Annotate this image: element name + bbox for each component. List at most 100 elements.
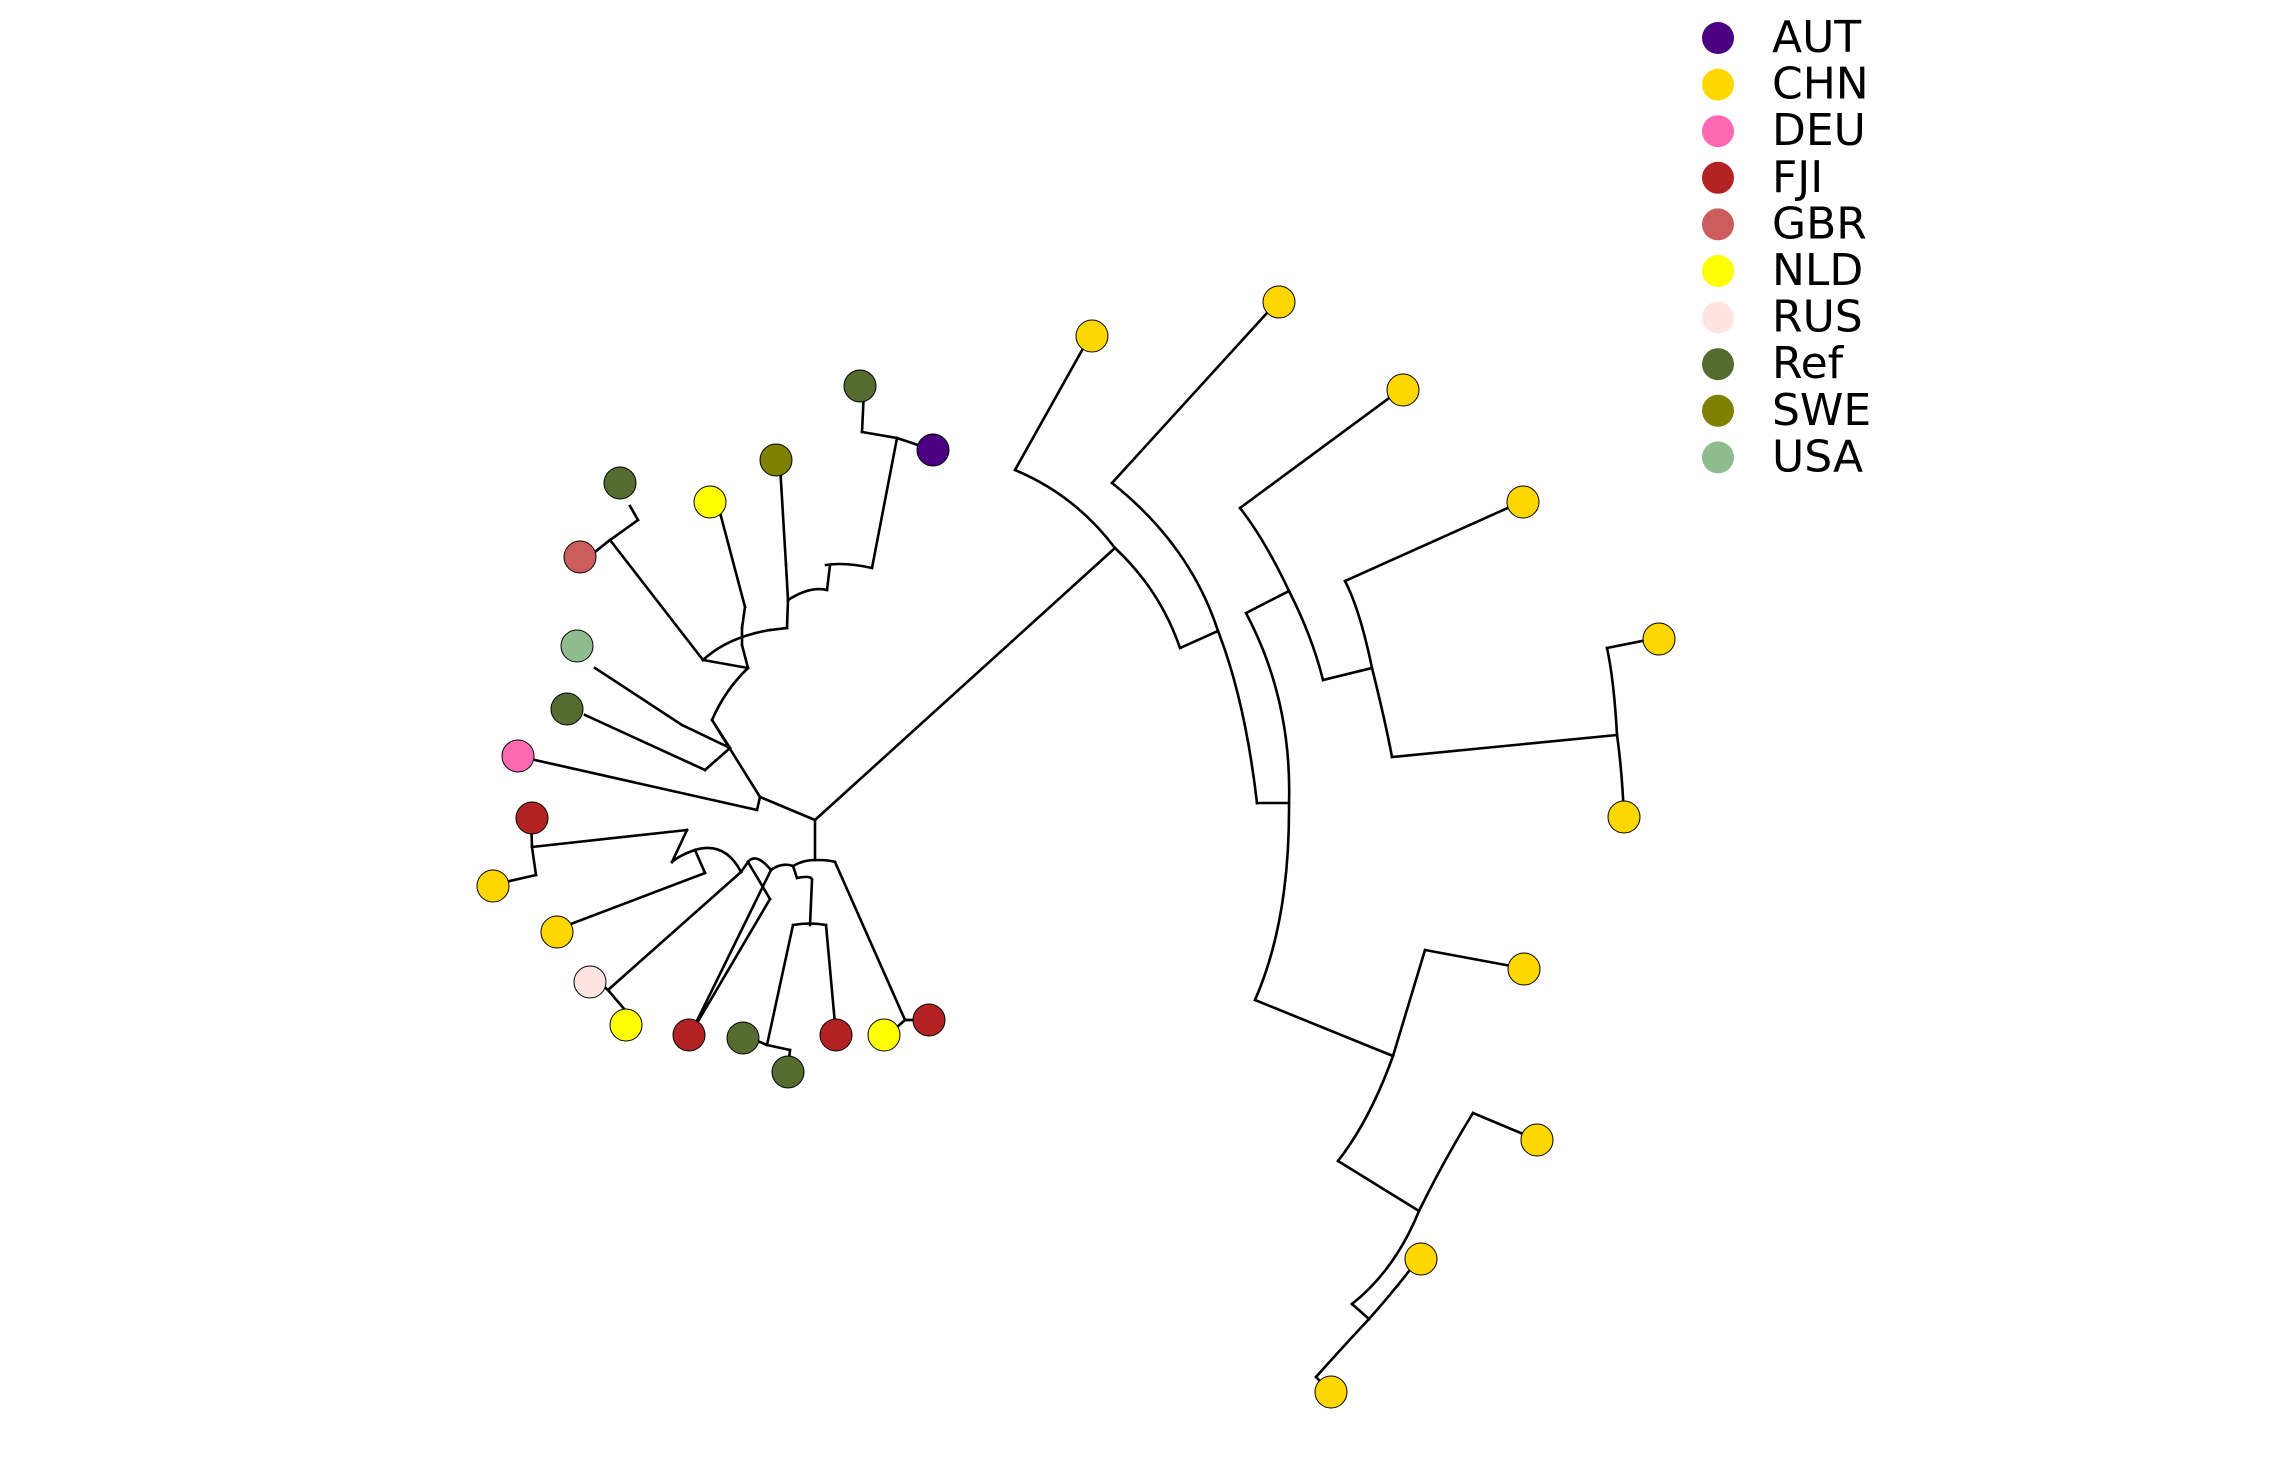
legend-label: AUT xyxy=(1772,12,1861,63)
left-clade-branch xyxy=(824,562,874,570)
left-clade-branch xyxy=(833,860,907,1022)
tree-tips xyxy=(476,285,1676,1409)
right-clade-branch xyxy=(1343,500,1523,583)
tip-aut xyxy=(916,433,950,467)
right-clade-branch xyxy=(1423,948,1524,970)
tip-chn xyxy=(1314,1375,1348,1409)
tip-chn xyxy=(1642,622,1676,656)
tip-usa xyxy=(560,629,594,663)
right-clade-branch xyxy=(1391,948,1427,1058)
legend-label: FJI xyxy=(1772,152,1823,203)
legend-label: SWE xyxy=(1772,385,1871,436)
left-clade-branch xyxy=(716,503,747,609)
tip-fji xyxy=(672,1018,706,1052)
left-clade-branch xyxy=(768,626,789,632)
right-clade-branch xyxy=(1013,334,1092,472)
left-clade-branch xyxy=(795,875,814,882)
tip-nld xyxy=(693,485,727,519)
left-clade-branch xyxy=(710,666,750,722)
left-clade-branch xyxy=(791,922,828,927)
left-clade-branch xyxy=(870,436,899,570)
left-clade-branch xyxy=(740,605,747,630)
legend-item: SWE xyxy=(1702,385,1871,436)
legend-label: Ref xyxy=(1772,338,1845,389)
legend-label: GBR xyxy=(1772,198,1867,249)
left-clade-branch xyxy=(791,858,817,868)
tip-chn xyxy=(1520,1123,1554,1157)
left-clade-branch xyxy=(583,713,707,772)
right-clade-branch xyxy=(1216,629,1259,805)
left-clade-branch xyxy=(703,746,732,772)
left-clade-branch xyxy=(786,587,829,602)
tip-chn xyxy=(1607,800,1641,834)
tip-ref xyxy=(550,692,584,726)
left-clade-branch xyxy=(778,463,788,567)
right-clade-branch xyxy=(1343,579,1374,670)
left-clade-branch xyxy=(755,795,762,812)
left-clade-branch xyxy=(758,795,817,822)
legend-swatch xyxy=(1702,441,1734,474)
right-clade-branch xyxy=(1314,1317,1371,1379)
legend-item: DEU xyxy=(1702,105,1866,156)
left-clade-branch xyxy=(785,598,790,630)
left-clade-branch xyxy=(606,870,743,992)
tip-nld xyxy=(609,1008,643,1042)
tip-nld xyxy=(867,1018,901,1052)
right-clade-branch xyxy=(1253,998,1395,1058)
right-clade-branch xyxy=(1238,388,1402,510)
tip-fji xyxy=(819,1018,853,1052)
tip-ref xyxy=(843,369,877,403)
legend-item: Ref xyxy=(1702,338,1845,389)
left-clade-branch xyxy=(825,563,832,592)
tip-rus xyxy=(573,965,607,999)
left-clade-branch xyxy=(765,1043,792,1052)
tip-chn xyxy=(1507,952,1541,986)
tip-fji xyxy=(515,801,549,835)
left-clade-branch xyxy=(701,628,772,662)
right-clade-branch xyxy=(1110,300,1279,485)
left-clade-branch xyxy=(746,860,772,901)
left-clade-branch xyxy=(608,518,640,542)
tip-swe xyxy=(759,443,793,477)
left-clade-branch xyxy=(533,758,759,812)
right-clade-branch xyxy=(1350,1209,1421,1306)
left-clade-branch xyxy=(784,563,790,602)
tip-chn xyxy=(1404,1242,1438,1276)
legend-label: CHN xyxy=(1772,59,1869,110)
tip-ref xyxy=(726,1021,760,1055)
left-clade-branch xyxy=(593,666,684,727)
right-clade-branch xyxy=(1417,1111,1475,1213)
left-clade-branch xyxy=(688,868,773,1037)
tip-ref xyxy=(771,1055,805,1089)
right-clade-branch xyxy=(1370,666,1394,759)
right-clade-branch xyxy=(1350,1302,1371,1321)
right-clade-branch xyxy=(1178,629,1220,650)
left-clade-branch xyxy=(769,863,795,872)
legend-item: NLD xyxy=(1702,245,1863,296)
legend-swatch xyxy=(1702,301,1734,334)
left-clade-branch xyxy=(606,988,627,1012)
tree-branches xyxy=(490,300,1659,1393)
left-clade-branch xyxy=(688,897,772,1037)
tip-chn xyxy=(476,869,510,903)
left-clade-branch xyxy=(553,871,707,932)
legend-label: RUS xyxy=(1772,292,1863,343)
right-clade-branch xyxy=(1113,546,1182,650)
legend-swatch xyxy=(1702,348,1734,381)
left-clade-branch xyxy=(710,718,732,750)
left-clade-branch xyxy=(739,860,750,874)
legend-item: AUT xyxy=(1702,12,1861,63)
legend-item: RUS xyxy=(1702,292,1863,343)
right-clade-branch xyxy=(1321,666,1374,682)
legend-label: USA xyxy=(1772,431,1863,482)
left-clade-branch xyxy=(813,858,837,864)
right-clade-branch xyxy=(1605,646,1619,737)
tip-chn xyxy=(1386,373,1420,407)
left-clade-branch xyxy=(693,846,743,874)
legend-swatch xyxy=(1702,394,1734,427)
legend-item: USA xyxy=(1702,431,1863,482)
legend-swatch xyxy=(1702,115,1734,148)
left-clade-branch xyxy=(746,857,773,872)
legend-label: DEU xyxy=(1772,105,1866,156)
